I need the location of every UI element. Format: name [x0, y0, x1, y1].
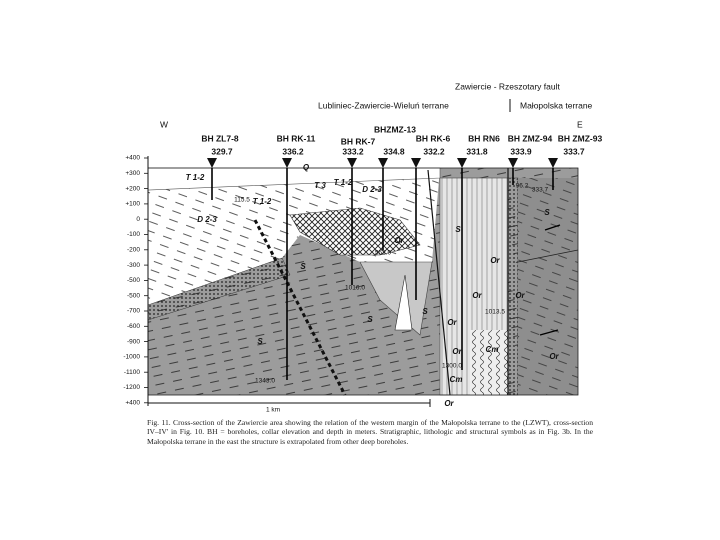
- figure-caption: Fig. 11. Cross-section of the Zawiercie …: [147, 418, 593, 446]
- depth-axis-label: 0: [136, 216, 140, 223]
- unit-label: T 1-2: [334, 178, 353, 187]
- borehole-depth: 1343.0: [255, 378, 275, 385]
- cambrian-zone: [470, 330, 508, 395]
- depth-axis-label: -700: [127, 308, 140, 315]
- borehole-elevation: 332.2: [423, 146, 445, 156]
- depth-axis-label: -600: [127, 323, 140, 330]
- eastern-pattern: [518, 178, 578, 395]
- depth-axis-label: -1200: [123, 384, 140, 391]
- depth-axis-label: -100: [127, 231, 140, 238]
- west-label: W: [160, 119, 168, 129]
- fault-line: [427, 169, 451, 396]
- unit-label: Or: [472, 291, 482, 300]
- fault-label: Zawiercie - Rzeszotary fault: [455, 81, 561, 91]
- borehole-depth: 1016.0: [345, 285, 365, 292]
- depth-labels: 115.5 1343.0 1016.0 552.0 1013.5 1300.0 96.233…: [234, 183, 548, 385]
- unit-label: T 3: [314, 181, 326, 190]
- depth-axis-labels: +400 +300 +200 +100 0 -100 -200 -300 -500 -500 -70…: [123, 155, 148, 407]
- contact: [517, 249, 579, 263]
- unit-label: S: [544, 208, 550, 217]
- borehole-marker: [508, 158, 518, 168]
- east-label: E: [577, 119, 583, 129]
- borehole-name: BH RK-7: [341, 136, 376, 146]
- borehole-marker: [548, 158, 558, 168]
- depth-axis-label: -900: [127, 338, 140, 345]
- borehole-marker: [411, 158, 421, 168]
- unit-label: S: [257, 337, 263, 346]
- unit-label: S: [455, 225, 461, 234]
- borehole-depth: 96.2: [516, 183, 529, 190]
- depth-axis-label: +400: [125, 155, 140, 162]
- borehole-depth: 552.0: [375, 250, 392, 257]
- depth-axis-label: -500: [127, 277, 140, 284]
- depth-axis-label: -1000: [123, 354, 140, 361]
- borehole-elevation: 334.8: [383, 146, 405, 156]
- unit-label: T 1-2: [253, 197, 272, 206]
- unit-label: Or: [452, 347, 462, 356]
- borehole-name: BH RN6: [468, 133, 500, 143]
- unit-label: D 2-3: [197, 215, 217, 224]
- unit-label: Or: [490, 256, 500, 265]
- unit-label: T 1-2: [186, 173, 205, 182]
- borehole-depth: 1013.5: [485, 309, 505, 316]
- terrane-west: Lubliniec-Zawiercie-Wieluń terrane: [318, 100, 449, 110]
- borehole-marker: [282, 158, 292, 168]
- borehole-name: BHZMZ-13: [374, 124, 416, 134]
- unit-label: S: [300, 262, 306, 271]
- borehole-elevation: 333.7: [563, 146, 585, 156]
- unit-labels: T 1-2 Q T 3 T 1-2 T 1-2 D 2-3 D 2-3 Or S S Or Or S Or…: [186, 163, 560, 408]
- depth-axis-label: +100: [125, 201, 140, 208]
- unit-label: Q: [303, 163, 310, 172]
- unit-label: Cm: [486, 345, 499, 354]
- depth-axis-label: -1100: [124, 369, 141, 376]
- borehole-elevation: 329.7: [211, 146, 233, 156]
- depth-axis-label: -200: [127, 247, 140, 254]
- borehole-name: BH ZL7-8: [201, 133, 239, 143]
- scale-label: 1 km: [266, 407, 280, 414]
- borehole-name: BH RK-11: [277, 133, 316, 143]
- unit-label: Or: [549, 352, 559, 361]
- borehole-marker: [347, 158, 357, 168]
- unit-label: Or: [444, 399, 454, 408]
- unit-label: Cm: [450, 375, 463, 384]
- unit-label: Or: [447, 318, 457, 327]
- borehole-depth: 115.5: [234, 197, 250, 204]
- borehole-elevation: 333.2: [342, 146, 364, 156]
- carbonate-zone: [289, 207, 421, 256]
- devonian-pattern: [148, 168, 440, 305]
- borehole-name: BH ZMZ-93: [558, 133, 603, 143]
- dotted-column: [507, 177, 519, 396]
- borehole-depth: 333.7: [532, 187, 549, 194]
- borehole-name: BH RK-6: [416, 133, 451, 143]
- depth-axis-label: -500: [127, 292, 140, 299]
- unit-label: S: [422, 307, 428, 316]
- unit-label: D 2-3: [362, 185, 382, 194]
- shear-arrow: [544, 224, 561, 231]
- borehole-elevation: 331.8: [466, 146, 488, 156]
- depth-axis-label: +400: [125, 400, 140, 407]
- fault-zone: [253, 219, 347, 396]
- borehole-name: BH ZMZ-94: [508, 133, 553, 143]
- shear-arrow: [539, 329, 559, 336]
- borehole-depth: 1300.0: [442, 363, 462, 370]
- unit-label: S: [367, 315, 373, 324]
- borehole-elevation: 333.9: [510, 146, 532, 156]
- borehole-marker: [207, 158, 217, 168]
- depth-axis-label: +300: [125, 170, 140, 177]
- terrane-east: Małopolska terrane: [520, 100, 593, 110]
- borehole-marker: [378, 158, 388, 168]
- intrusion: [394, 274, 413, 331]
- depth-axis-label: -300: [127, 262, 140, 269]
- unit-label: Or: [394, 236, 404, 245]
- unit-label: Or: [515, 291, 525, 300]
- borehole-elevation: 336.2: [282, 146, 304, 156]
- depth-axis-label: +200: [125, 185, 140, 192]
- ordovician-wedge: [359, 261, 433, 336]
- borehole-marker: [457, 158, 467, 168]
- geology: [147, 167, 579, 396]
